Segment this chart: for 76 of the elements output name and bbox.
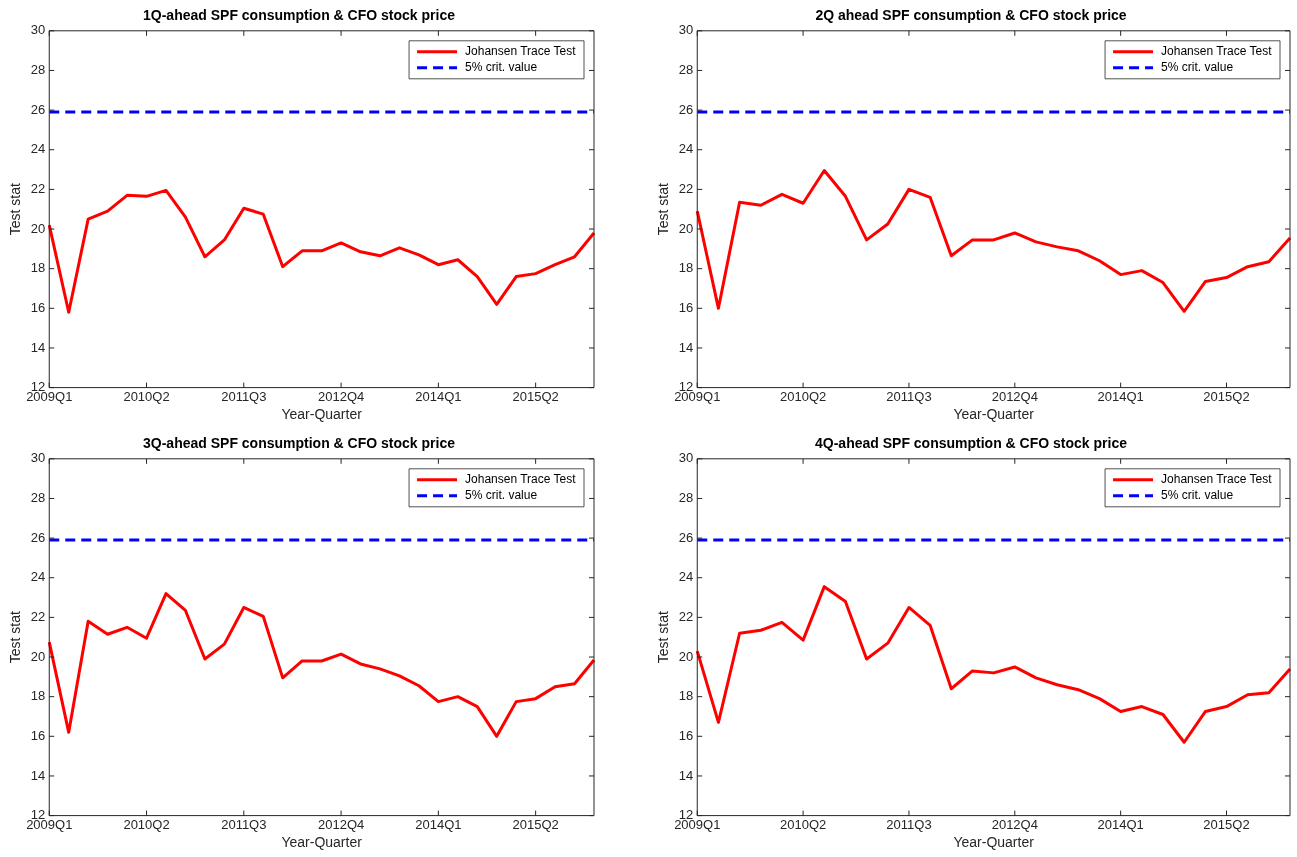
- y-tick-label: 28: [678, 490, 694, 506]
- x-tick-label: 2015Q2: [1203, 816, 1250, 832]
- x-tick-label: 2011Q3: [886, 816, 932, 832]
- x-axis-title: Year-Quarter: [281, 834, 363, 851]
- legend-label: 5% crit. value: [1161, 60, 1234, 75]
- x-tick-label: 2010Q2: [123, 388, 170, 404]
- y-tick-label: 30: [678, 450, 694, 466]
- y-tick-label: 20: [678, 648, 694, 664]
- x-tick-label: 2010Q2: [779, 816, 827, 832]
- legend-label: 5% crit. value: [465, 60, 538, 75]
- y-tick-label: 16: [678, 727, 694, 743]
- y-tick-label: 20: [30, 648, 46, 664]
- y-tick-label: 14: [30, 339, 46, 355]
- x-tick-label: 2015Q2: [1203, 388, 1250, 404]
- x-tick-label: 2012Q4: [317, 816, 365, 832]
- y-tick-label: 28: [30, 490, 46, 506]
- y-tick-label: 24: [678, 569, 694, 585]
- legend-label: 5% crit. value: [1161, 488, 1234, 503]
- x-axis-title: Year-Quarter: [953, 834, 1035, 851]
- y-tick-label: 20: [678, 220, 694, 236]
- chart-title: 1Q-ahead SPF consumption & CFO stock price: [143, 7, 456, 24]
- x-tick-label: 2015Q2: [512, 388, 559, 404]
- y-tick-label: 16: [678, 299, 694, 315]
- y-tick-label: 22: [30, 180, 46, 196]
- y-tick-label: 22: [678, 608, 694, 624]
- chart-title: 2Q ahead SPF consumption & CFO stock price: [815, 7, 1127, 24]
- x-tick-label: 2015Q2: [512, 816, 559, 832]
- legend-label: Johansen Trace Test: [1161, 472, 1273, 487]
- y-tick-label: 20: [30, 220, 46, 236]
- y-axis-title: Test stat: [655, 611, 672, 664]
- y-tick-label: 18: [30, 260, 46, 276]
- y-tick-label: 30: [30, 450, 46, 466]
- x-tick-label: 2014Q1: [1097, 388, 1144, 404]
- y-tick-label: 30: [30, 22, 46, 38]
- x-tick-label: 2011Q3: [221, 816, 267, 832]
- y-axis-title: Test stat: [7, 183, 24, 236]
- x-tick-label: 2010Q2: [123, 816, 170, 832]
- legend-label: Johansen Trace Test: [465, 44, 577, 59]
- x-tick-label: 2011Q3: [221, 388, 267, 404]
- x-tick-label: 2011Q3: [886, 388, 932, 404]
- y-axis-title: Test stat: [655, 183, 672, 236]
- y-tick-label: 30: [678, 22, 694, 38]
- y-tick-label: 26: [678, 529, 694, 545]
- y-tick-label: 14: [30, 767, 46, 783]
- x-tick-label: 2014Q1: [415, 816, 462, 832]
- y-tick-label: 18: [678, 688, 694, 704]
- x-tick-label: 2010Q2: [779, 388, 827, 404]
- y-tick-label: 16: [30, 299, 46, 315]
- y-tick-label: 24: [30, 141, 46, 157]
- x-tick-label: 2014Q1: [1097, 816, 1144, 832]
- x-tick-label: 2012Q4: [317, 388, 365, 404]
- y-tick-label: 24: [30, 569, 46, 585]
- y-tick-label: 24: [678, 141, 694, 157]
- legend-label: Johansen Trace Test: [1161, 44, 1273, 59]
- y-tick-label: 26: [678, 101, 694, 117]
- legend-label: Johansen Trace Test: [465, 472, 577, 487]
- y-tick-label: 18: [30, 688, 46, 704]
- y-tick-label: 14: [678, 339, 694, 355]
- chart-title: 3Q-ahead SPF consumption & CFO stock price: [143, 435, 456, 452]
- y-tick-label: 28: [30, 62, 46, 78]
- x-axis-title: Year-Quarter: [281, 406, 363, 423]
- x-tick-label: 2012Q4: [991, 388, 1038, 404]
- y-tick-label: 26: [30, 101, 46, 117]
- y-axis-title: Test stat: [7, 611, 24, 664]
- x-axis-title: Year-Quarter: [953, 406, 1035, 423]
- legend-label: 5% crit. value: [465, 488, 538, 503]
- y-tick-label: 22: [30, 608, 46, 624]
- y-tick-label: 28: [678, 62, 694, 78]
- y-tick-label: 18: [678, 260, 694, 276]
- y-tick-label: 22: [678, 180, 694, 196]
- chart-title: 4Q-ahead SPF consumption & CFO stock price: [815, 435, 1128, 452]
- y-tick-label: 26: [30, 529, 46, 545]
- x-tick-label: 2014Q1: [415, 388, 462, 404]
- y-tick-label: 14: [678, 767, 694, 783]
- y-tick-label: 16: [30, 727, 46, 743]
- x-tick-label: 2012Q4: [991, 816, 1038, 832]
